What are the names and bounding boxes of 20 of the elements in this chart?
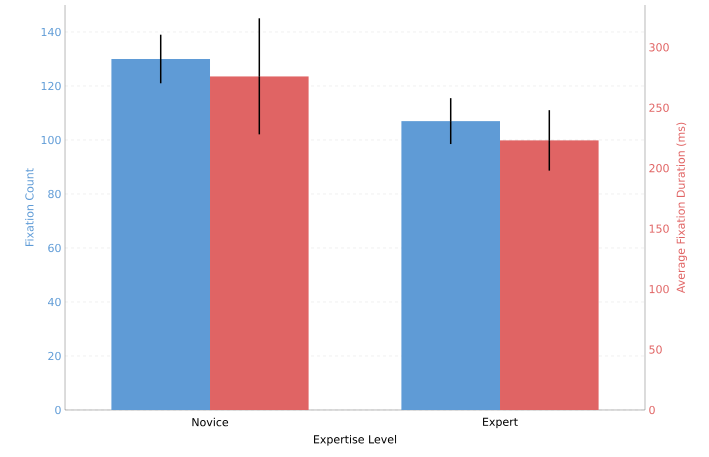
y2-tick-label: 50 [649, 345, 662, 354]
y-tick-label: 20 [48, 352, 61, 360]
y2-tick-label: 300 [649, 43, 669, 52]
x-axis-title: Expertise Level [314, 434, 396, 446]
y-tick-label: 60 [48, 244, 61, 252]
y-tick-label: 0 [55, 406, 61, 414]
y-tick-label: 80 [48, 190, 61, 198]
y2-axis-title: Average Fixation Duration (ms) [676, 122, 688, 294]
y-tick-label: 120 [42, 82, 61, 90]
y2-tick-label: 0 [649, 406, 655, 414]
y2-tick-label: 250 [649, 104, 669, 112]
y2-tick-label: 200 [649, 164, 669, 172]
y-tick-label: 140 [42, 28, 61, 36]
y2-tick-label: 150 [650, 224, 669, 233]
y2-tick-label: 100 [650, 284, 669, 294]
x-tick-label: Novice [192, 418, 228, 426]
y-tick-label: 100 [42, 136, 61, 144]
x-tick-label: Expert [483, 418, 518, 428]
y-axis-title: Fixation Count [25, 168, 34, 246]
y-tick-label: 40 [48, 298, 61, 306]
